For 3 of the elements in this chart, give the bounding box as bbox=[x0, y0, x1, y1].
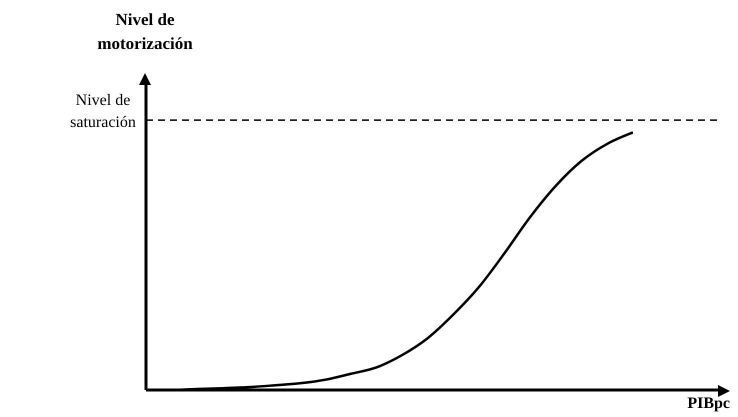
x-axis-title: PIBpc bbox=[687, 395, 730, 413]
ref-line-label: Nivel de saturación bbox=[69, 91, 137, 134]
y-axis-title: Nivel de motorización bbox=[96, 9, 194, 55]
